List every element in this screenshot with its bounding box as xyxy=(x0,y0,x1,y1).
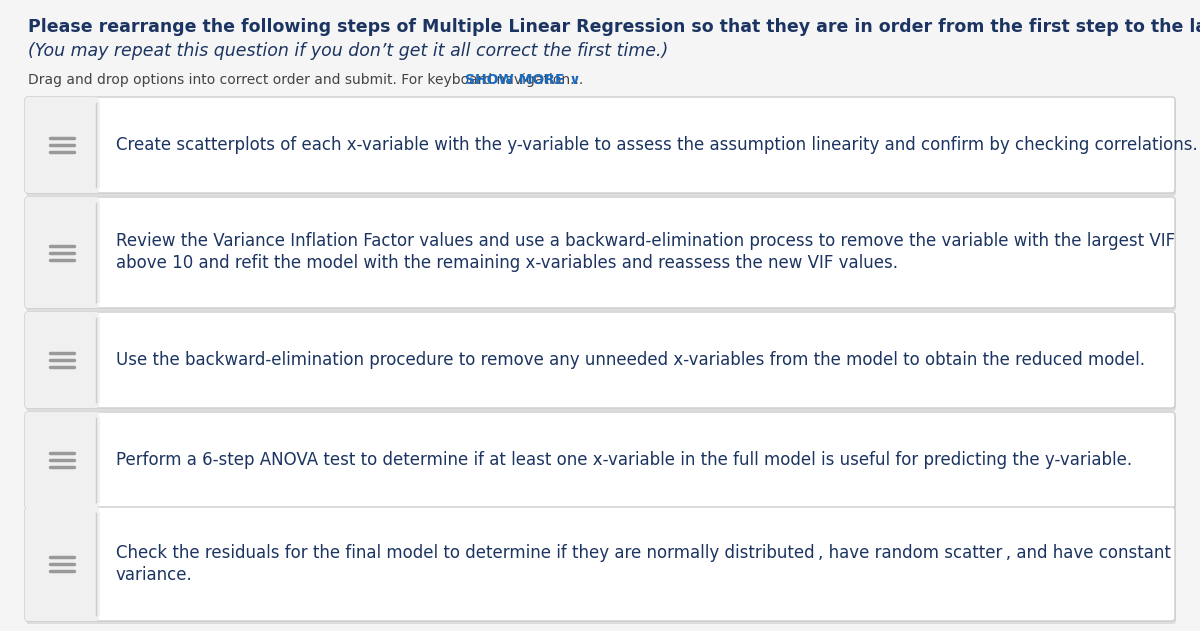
FancyBboxPatch shape xyxy=(25,312,1175,408)
Bar xyxy=(88,102,100,188)
FancyBboxPatch shape xyxy=(25,412,1175,508)
Text: Review the Variance Inflation Factor values and use a backward-elimination proce: Review the Variance Inflation Factor val… xyxy=(116,232,1175,251)
Text: (You may repeat this question if you don’t get it all correct the first time.): (You may repeat this question if you don… xyxy=(28,42,668,60)
Text: Use the backward-elimination procedure to remove any unneeded x-variables from t: Use the backward-elimination procedure t… xyxy=(116,351,1145,369)
FancyBboxPatch shape xyxy=(25,97,1175,193)
FancyBboxPatch shape xyxy=(25,197,98,308)
FancyBboxPatch shape xyxy=(25,312,98,408)
Text: SHOW MORE ∨: SHOW MORE ∨ xyxy=(466,73,581,87)
Text: variance.: variance. xyxy=(116,566,193,584)
FancyBboxPatch shape xyxy=(26,200,1176,311)
Bar xyxy=(88,417,100,503)
FancyBboxPatch shape xyxy=(25,507,98,621)
FancyBboxPatch shape xyxy=(25,197,1175,308)
Text: Perform a 6-step ANOVA test to determine if at least one x-variable in the full : Perform a 6-step ANOVA test to determine… xyxy=(116,451,1132,469)
Text: above 10 and refit the model with the remaining x-variables and reassess the new: above 10 and refit the model with the re… xyxy=(116,254,898,273)
Bar xyxy=(88,512,100,616)
FancyBboxPatch shape xyxy=(26,315,1176,411)
FancyBboxPatch shape xyxy=(25,412,98,508)
Text: Create scatterplots of each x-variable with the y-variable to assess the assumpt: Create scatterplots of each x-variable w… xyxy=(116,136,1198,154)
Bar xyxy=(88,317,100,403)
Text: Please rearrange the following steps of Multiple Linear Regression so that they : Please rearrange the following steps of … xyxy=(28,18,1200,36)
FancyBboxPatch shape xyxy=(25,97,98,193)
Bar xyxy=(88,202,100,303)
FancyBboxPatch shape xyxy=(26,415,1176,511)
Text: Check the residuals for the final model to determine if they are normally distri: Check the residuals for the final model … xyxy=(116,544,1171,562)
FancyBboxPatch shape xyxy=(26,510,1176,624)
FancyBboxPatch shape xyxy=(25,507,1175,621)
FancyBboxPatch shape xyxy=(26,100,1176,196)
Text: Drag and drop options into correct order and submit. For keyboard navigation...: Drag and drop options into correct order… xyxy=(28,73,583,87)
